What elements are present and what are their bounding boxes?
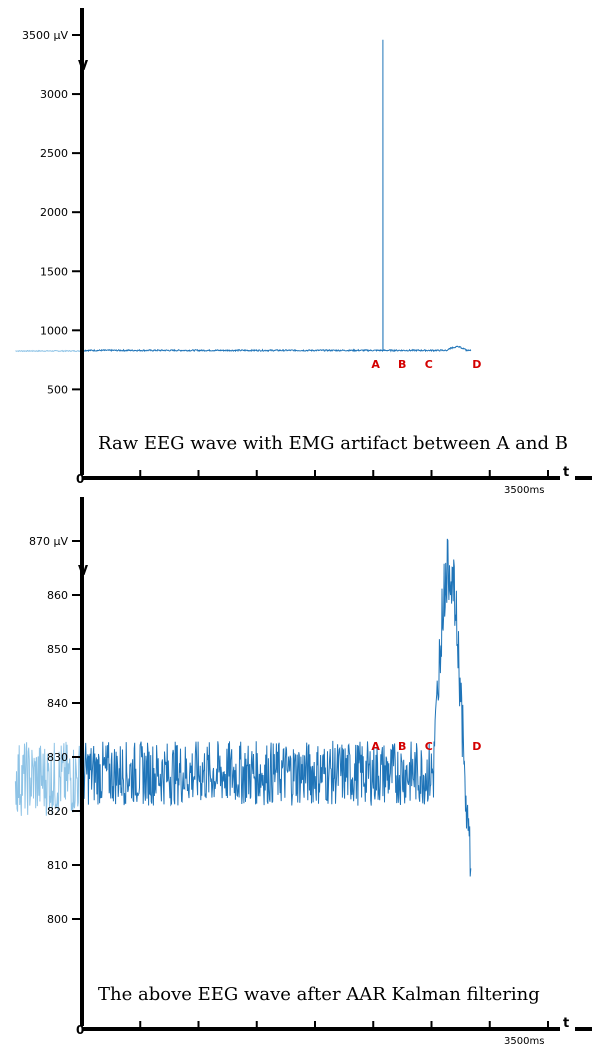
origin-label: 0: [76, 1023, 84, 1037]
y-tick-label: 3000: [40, 88, 68, 101]
x-axis-letter: t: [563, 465, 569, 480]
y-axis-letter: V: [78, 59, 88, 74]
marker-c: C: [425, 740, 433, 753]
y-tick-label: 2500: [40, 147, 68, 160]
raw-eeg-panel: 3500 µV V 3000 2500 2000 1500 1000 500 0 t 3500ms A…: [15, 8, 592, 496]
y-max-label: 3500 µV: [22, 29, 68, 42]
x-axis-letter: t: [563, 1016, 569, 1031]
marker-c: C: [425, 358, 433, 371]
y-tick-label: 1000: [40, 324, 68, 337]
eeg-series-0: [15, 349, 83, 353]
y-tick-label: 800: [47, 913, 68, 926]
y-tick-label: 830: [47, 751, 68, 764]
y-tick-label: 840: [47, 697, 68, 710]
marker-d: D: [472, 740, 481, 753]
raw-eeg-caption: Raw EEG wave with EMG artifact between A…: [98, 433, 568, 454]
y-tick-label: 2000: [40, 206, 68, 219]
eeg-series-0: [14, 741, 83, 817]
y-tick-label: 1500: [40, 265, 68, 278]
eeg-series-1: [81, 39, 472, 353]
y-max-label: 870 µV: [29, 535, 68, 548]
y-axis-letter: V: [78, 564, 88, 579]
marker-d: D: [472, 358, 481, 371]
y-tick-label: 860: [47, 589, 68, 602]
marker-b: B: [398, 358, 406, 371]
y-tick-label: 820: [47, 805, 68, 818]
y-tick-label: 850: [47, 643, 68, 656]
y-tick-label: 810: [47, 859, 68, 872]
eeg-series-1: [81, 538, 472, 877]
y-tick-label: 500: [47, 383, 68, 396]
marker-a: A: [371, 358, 380, 371]
filtered-eeg-panel: 870 µV V 860 850 840 830 820 810 800 0 t 3500ms A B C D: [14, 497, 592, 1047]
filtered-eeg-caption: The above EEG wave after AAR Kalman filt…: [98, 984, 540, 1005]
origin-label: 0: [76, 472, 84, 486]
marker-b: B: [398, 740, 406, 753]
x-max-label: 3500ms: [504, 1036, 544, 1047]
marker-a: A: [371, 740, 380, 753]
x-max-label: 3500ms: [504, 485, 544, 496]
